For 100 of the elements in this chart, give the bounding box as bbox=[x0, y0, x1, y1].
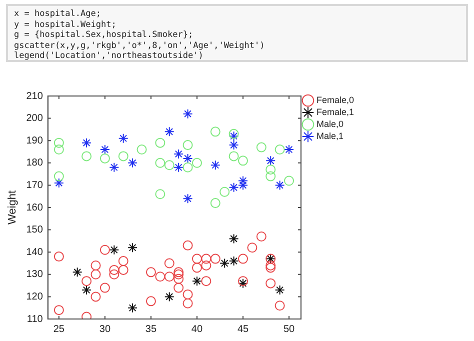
point bbox=[228, 234, 239, 244]
y-tick-label: 120 bbox=[26, 291, 44, 302]
point bbox=[100, 244, 110, 255]
point bbox=[54, 144, 64, 155]
point bbox=[164, 258, 174, 268]
point bbox=[266, 262, 276, 273]
x-tick-label: 25 bbox=[53, 324, 65, 335]
point bbox=[266, 164, 276, 175]
point bbox=[146, 296, 156, 306]
point bbox=[210, 254, 220, 264]
point bbox=[174, 148, 184, 159]
y-tick-label: 160 bbox=[26, 202, 44, 214]
point bbox=[82, 285, 92, 296]
point bbox=[155, 272, 166, 282]
point bbox=[256, 142, 266, 152]
point bbox=[284, 176, 294, 186]
point bbox=[128, 242, 138, 253]
point bbox=[220, 186, 230, 197]
point bbox=[118, 133, 128, 144]
point bbox=[210, 160, 220, 170]
point bbox=[146, 267, 156, 278]
point bbox=[128, 158, 138, 168]
point bbox=[164, 272, 174, 282]
point bbox=[100, 282, 110, 293]
point bbox=[228, 140, 239, 150]
text: gscatter(x,y,g,'rkgb','o*',8,'on','Age','Weight') bbox=[14, 40, 266, 51]
point bbox=[54, 252, 64, 262]
point bbox=[182, 240, 193, 250]
y-tick-label: 180 bbox=[26, 158, 44, 169]
point bbox=[220, 258, 230, 268]
point bbox=[266, 260, 276, 270]
point bbox=[228, 256, 239, 266]
point bbox=[128, 302, 138, 313]
point bbox=[182, 162, 193, 172]
point bbox=[54, 138, 64, 148]
point bbox=[82, 276, 92, 286]
point bbox=[228, 182, 239, 192]
x-tick-label: 50 bbox=[283, 324, 296, 335]
point bbox=[118, 151, 128, 162]
y-tick-label: 130 bbox=[26, 269, 44, 280]
point bbox=[54, 178, 64, 188]
point bbox=[136, 144, 147, 155]
text: y = hospital.Weight; bbox=[14, 20, 118, 30]
legend-label: Female,1 bbox=[316, 106, 354, 117]
point bbox=[274, 285, 285, 296]
point bbox=[82, 151, 92, 162]
point bbox=[90, 260, 101, 270]
y-tick-label: 190 bbox=[26, 135, 44, 146]
x-tick-label: 45 bbox=[237, 324, 249, 335]
point bbox=[90, 292, 101, 302]
point bbox=[109, 244, 120, 255]
text: g = {hospital.Sex,hospital.Smoker}; bbox=[14, 30, 194, 40]
legend-label: Male,0 bbox=[316, 118, 344, 129]
point bbox=[182, 140, 193, 150]
point bbox=[266, 278, 276, 288]
legend-label: Female,0 bbox=[316, 94, 354, 105]
point bbox=[256, 231, 266, 242]
x-tick-label: 30 bbox=[99, 324, 111, 335]
point bbox=[155, 189, 166, 200]
point bbox=[100, 153, 110, 164]
point bbox=[54, 171, 64, 182]
point bbox=[182, 108, 193, 119]
point bbox=[238, 156, 248, 166]
point bbox=[54, 305, 64, 316]
point bbox=[201, 254, 212, 264]
y-tick-label: 140 bbox=[26, 246, 44, 258]
point bbox=[210, 126, 220, 137]
point bbox=[228, 151, 239, 162]
point bbox=[82, 138, 92, 148]
point bbox=[174, 274, 184, 284]
y-tick-label: 200 bbox=[26, 113, 44, 124]
text: legend('Location','northeastoutside') bbox=[14, 51, 204, 62]
point bbox=[182, 194, 193, 204]
y-tick-label: 110 bbox=[26, 314, 44, 325]
y-tick-label: 150 bbox=[26, 224, 44, 236]
point bbox=[192, 158, 202, 168]
x-tick-label: 40 bbox=[191, 324, 203, 335]
point bbox=[72, 267, 82, 278]
point bbox=[192, 254, 202, 264]
point bbox=[274, 144, 285, 155]
y-tick-label: 170 bbox=[26, 180, 44, 191]
point bbox=[174, 162, 184, 172]
point bbox=[210, 198, 220, 208]
point bbox=[90, 269, 101, 280]
point bbox=[228, 131, 239, 142]
point bbox=[274, 300, 285, 311]
legend-label: Male,1 bbox=[316, 130, 344, 141]
y-tick-label: 210 bbox=[26, 90, 44, 102]
point bbox=[182, 289, 193, 300]
point bbox=[201, 276, 212, 286]
point bbox=[182, 153, 193, 164]
y-axis-title: Weight bbox=[6, 190, 19, 225]
point bbox=[182, 298, 193, 308]
point bbox=[118, 256, 128, 266]
text: x = hospital.Age; bbox=[14, 9, 102, 20]
point bbox=[164, 292, 174, 302]
point bbox=[192, 262, 202, 273]
point bbox=[118, 264, 128, 275]
point bbox=[174, 282, 184, 293]
point bbox=[266, 156, 276, 166]
